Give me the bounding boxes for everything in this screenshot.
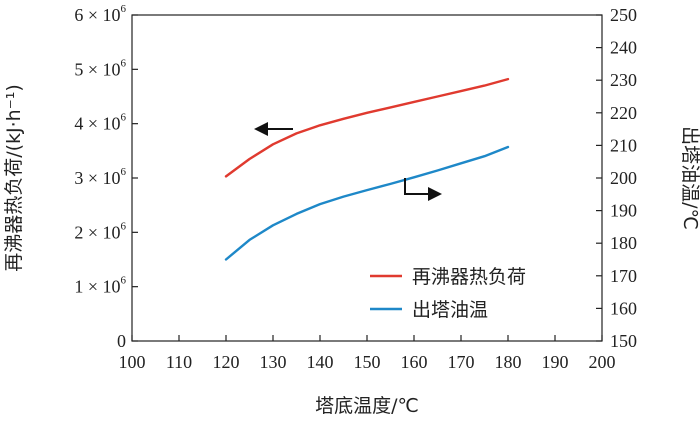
y-left-tick-label: 3 × 106 — [74, 166, 126, 188]
y-left-tick-label: 4 × 106 — [74, 112, 126, 134]
y-left-tick-label: 5 × 106 — [74, 57, 126, 79]
x-tick-label: 130 — [260, 352, 287, 372]
x-tick-label: 160 — [401, 352, 428, 372]
y-right-tick-label: 240 — [610, 38, 637, 58]
y-right-tick-label: 190 — [610, 201, 637, 221]
y-right-tick-label: 200 — [610, 168, 637, 188]
legend-label-heat-duty: 再沸器热负荷 — [412, 266, 526, 288]
y-right-tick-label: 160 — [610, 298, 637, 318]
x-tick-label: 200 — [589, 352, 616, 372]
x-tick-label: 100 — [119, 352, 146, 372]
x-tick-label: 170 — [448, 352, 475, 372]
x-axis-title: 塔底温度/℃ — [315, 395, 419, 417]
y-right-tick-label: 210 — [610, 135, 637, 155]
y-axis-right-title: 出塔油温/℃ — [679, 126, 700, 230]
x-tick-label: 190 — [542, 352, 569, 372]
legend: 再沸器热负荷 出塔油温 — [370, 266, 526, 321]
x-tick-label: 110 — [166, 352, 192, 372]
y-right-tick-label: 150 — [610, 331, 637, 351]
legend-label-oil-temp: 出塔油温 — [412, 299, 488, 321]
y-left-tick-label: 2 × 106 — [74, 220, 126, 242]
y-left-tick-label: 0 — [117, 331, 126, 351]
x-tick-label: 120 — [213, 352, 240, 372]
series-line-oil-temp — [224, 145, 510, 261]
x-tick-label: 180 — [495, 352, 522, 372]
x-tick-label: 150 — [354, 352, 381, 372]
x-tick-label: 140 — [307, 352, 334, 372]
y-right-tick-label: 180 — [610, 233, 637, 253]
y-right-tick-label: 250 — [610, 5, 637, 25]
plot-frame — [131, 14, 603, 342]
series-line-heat-duty — [224, 77, 510, 178]
y-right-tick-label: 220 — [610, 103, 637, 123]
y-right-tick-label: 170 — [610, 266, 637, 286]
right-axis-arrow — [404, 178, 442, 201]
y-axis-left-title: 再沸器热负荷/(kJ·h⁻¹) — [3, 84, 25, 272]
y-left-tick-label: 6 × 106 — [74, 3, 126, 25]
left-axis-arrow — [254, 122, 293, 136]
y-right-tick-label: 230 — [610, 70, 637, 90]
y-left-tick-label: 1 × 106 — [74, 275, 126, 297]
